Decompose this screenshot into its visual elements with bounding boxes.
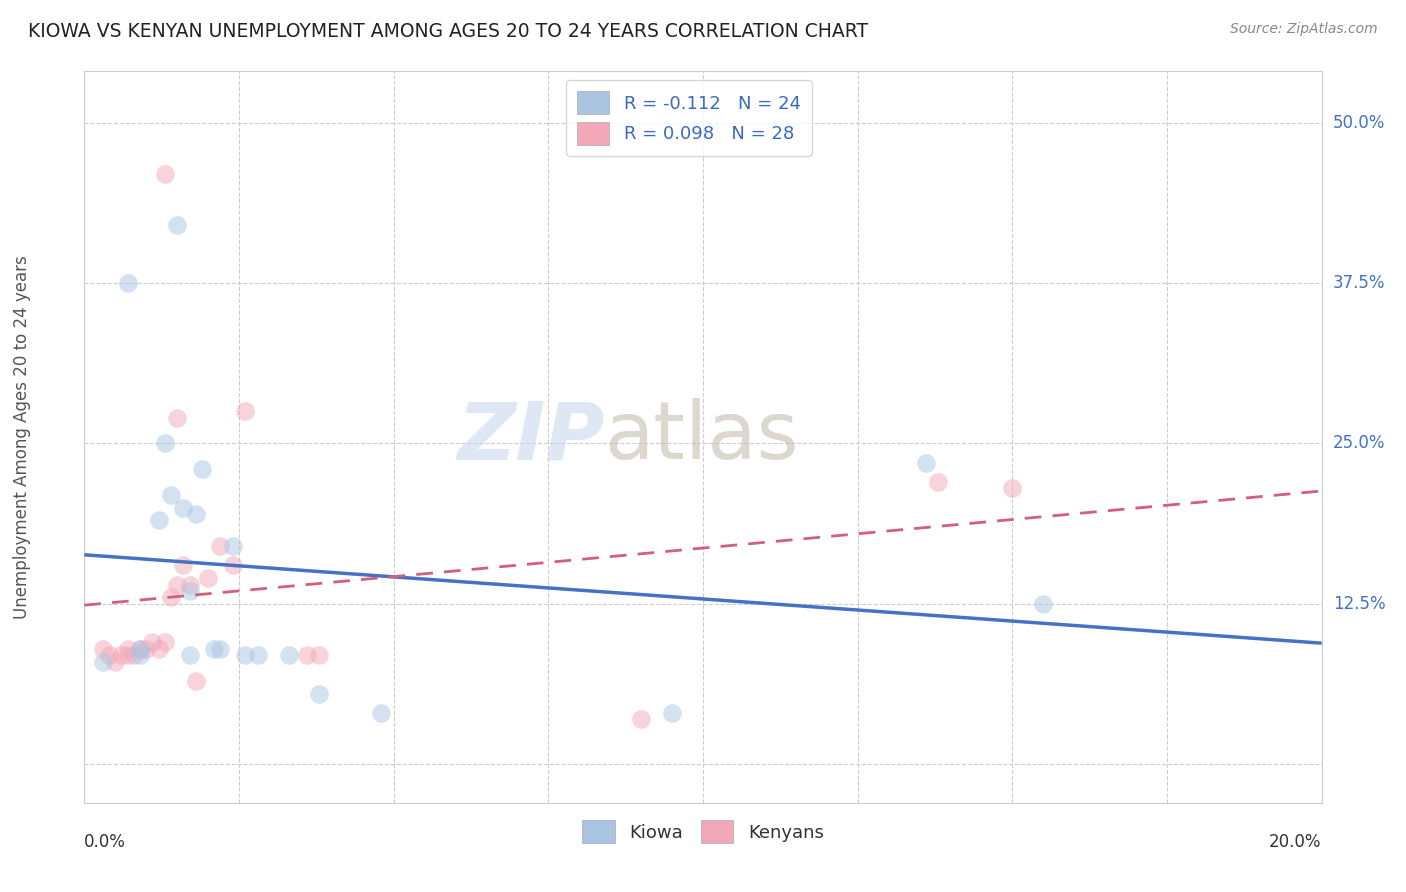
Point xyxy=(179,577,201,591)
Point xyxy=(160,488,183,502)
Point xyxy=(166,577,188,591)
Point xyxy=(370,706,392,720)
Text: 50.0%: 50.0% xyxy=(1333,113,1385,132)
Point xyxy=(129,641,152,656)
Point xyxy=(630,712,652,726)
Point xyxy=(91,655,114,669)
Text: 37.5%: 37.5% xyxy=(1333,274,1385,292)
Point xyxy=(110,648,132,663)
Point xyxy=(295,648,318,663)
Point xyxy=(277,648,299,663)
Point xyxy=(246,648,269,663)
Point xyxy=(222,558,245,573)
Point xyxy=(927,475,949,489)
Point xyxy=(209,539,232,553)
Point xyxy=(202,641,225,656)
Point xyxy=(308,648,330,663)
Point xyxy=(98,648,121,663)
Point xyxy=(1032,597,1054,611)
Point xyxy=(184,507,207,521)
Text: Unemployment Among Ages 20 to 24 years: Unemployment Among Ages 20 to 24 years xyxy=(13,255,31,619)
Text: ZIP: ZIP xyxy=(457,398,605,476)
Text: 12.5%: 12.5% xyxy=(1333,595,1385,613)
Text: 20.0%: 20.0% xyxy=(1270,833,1322,851)
Text: 25.0%: 25.0% xyxy=(1333,434,1385,452)
Point xyxy=(914,456,936,470)
Point xyxy=(179,584,201,599)
Point xyxy=(148,514,170,528)
Point xyxy=(1001,482,1024,496)
Point xyxy=(233,404,256,418)
Text: Source: ZipAtlas.com: Source: ZipAtlas.com xyxy=(1230,22,1378,37)
Point xyxy=(222,539,245,553)
Point xyxy=(166,410,188,425)
Point xyxy=(191,462,214,476)
Point xyxy=(153,167,176,181)
Point xyxy=(141,635,163,649)
Text: atlas: atlas xyxy=(605,398,799,476)
Point xyxy=(160,591,183,605)
Point xyxy=(135,641,157,656)
Point xyxy=(197,571,219,585)
Point xyxy=(91,641,114,656)
Point xyxy=(117,648,139,663)
Point xyxy=(129,648,152,663)
Text: 0.0%: 0.0% xyxy=(84,833,127,851)
Point xyxy=(172,500,194,515)
Point xyxy=(153,635,176,649)
Point xyxy=(153,436,176,450)
Point xyxy=(172,558,194,573)
Point xyxy=(104,655,127,669)
Text: KIOWA VS KENYAN UNEMPLOYMENT AMONG AGES 20 TO 24 YEARS CORRELATION CHART: KIOWA VS KENYAN UNEMPLOYMENT AMONG AGES … xyxy=(28,22,869,41)
Legend: Kiowa, Kenyans: Kiowa, Kenyans xyxy=(574,811,832,852)
Point xyxy=(148,641,170,656)
Point xyxy=(122,648,145,663)
Point xyxy=(179,648,201,663)
Point xyxy=(661,706,683,720)
Point xyxy=(117,641,139,656)
Point xyxy=(233,648,256,663)
Point xyxy=(117,276,139,290)
Point xyxy=(184,673,207,688)
Point xyxy=(209,641,232,656)
Point xyxy=(308,687,330,701)
Point xyxy=(166,219,188,233)
Point xyxy=(129,641,152,656)
